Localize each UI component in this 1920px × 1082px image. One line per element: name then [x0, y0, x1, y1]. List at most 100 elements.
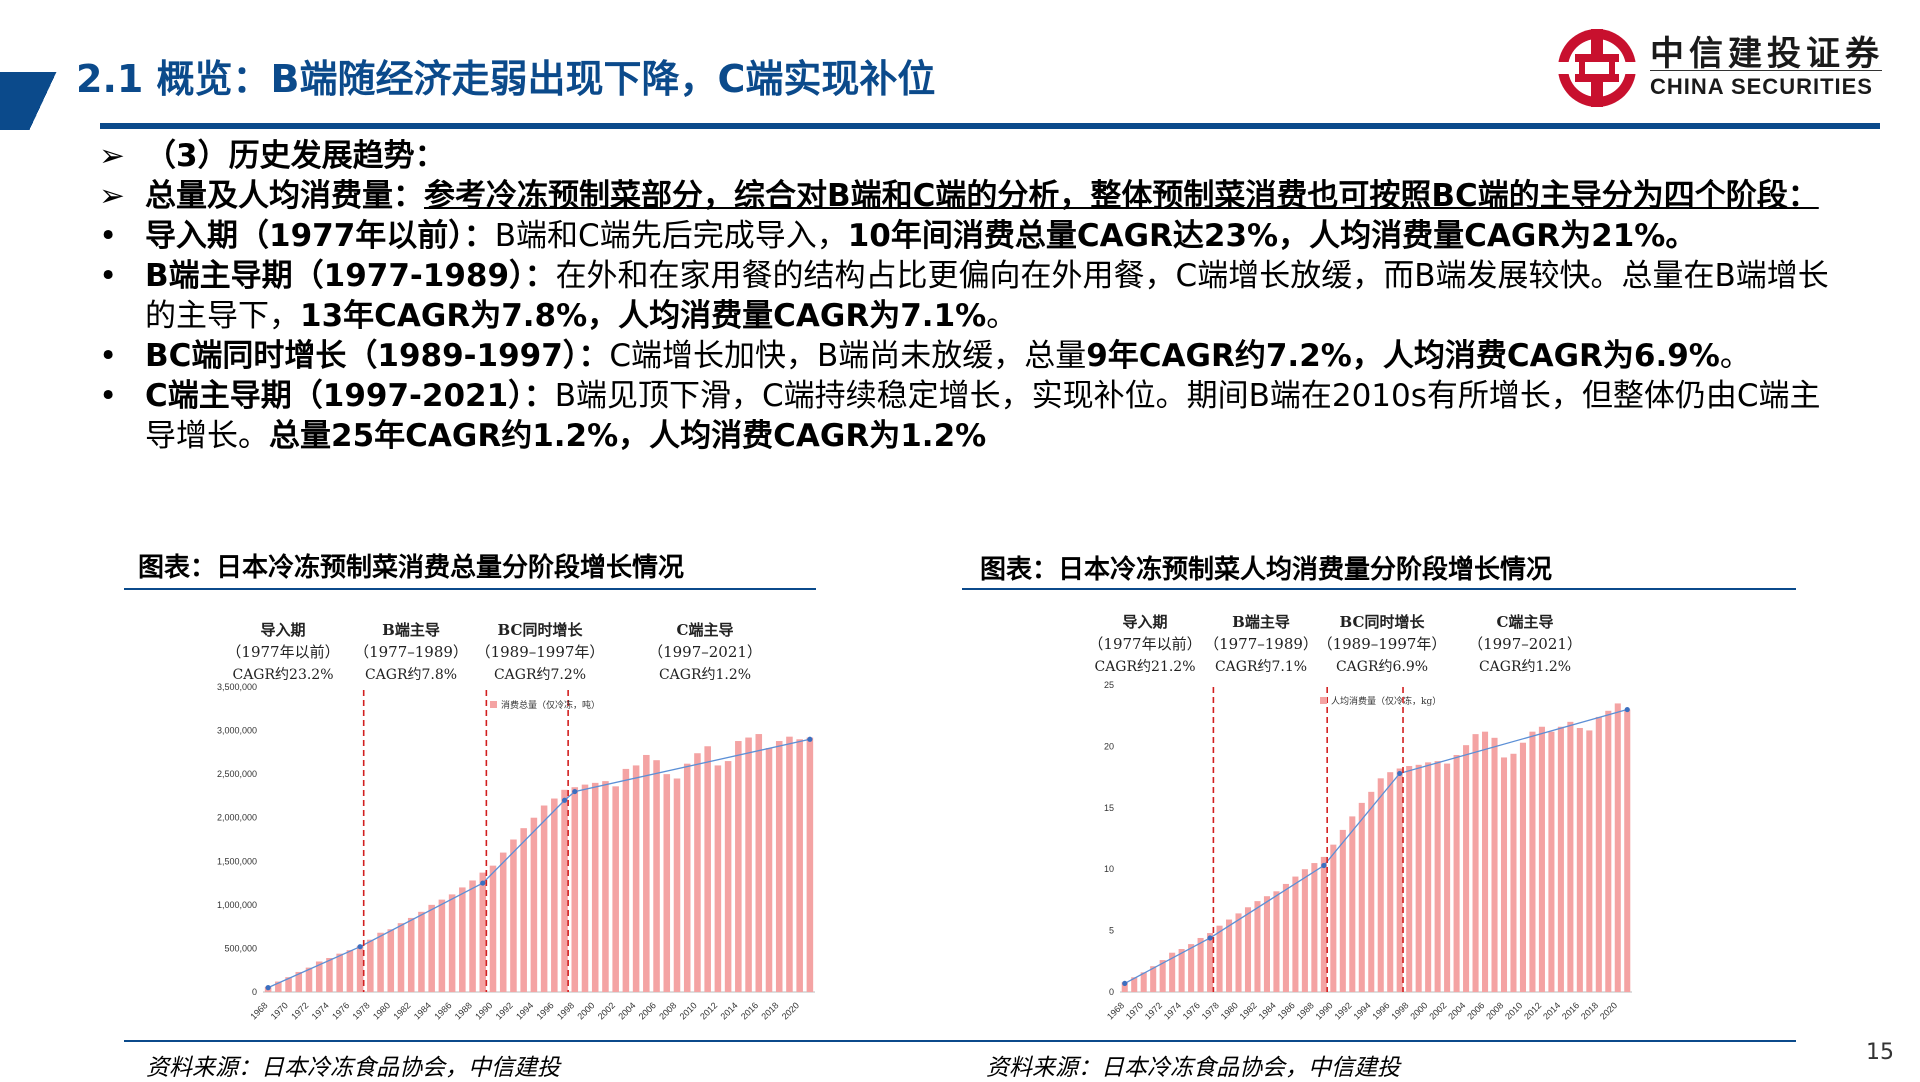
- bar: [1387, 772, 1394, 992]
- bar: [1586, 730, 1593, 992]
- stage-name: B端主导: [1232, 613, 1290, 631]
- y-tick-label: 1,500,000: [217, 856, 257, 866]
- stage-cagr: CAGR约7.1%: [1215, 659, 1307, 675]
- stage-item: • 导入期（1977年以前）：B端和C端先后完成导入，10年间消费总量CAGR达…: [95, 216, 1835, 256]
- x-tick-label: 2020: [780, 1000, 801, 1021]
- bar: [735, 741, 742, 992]
- x-tick-label: 1976: [330, 1000, 351, 1021]
- bar: [1320, 856, 1327, 992]
- bar: [1178, 949, 1185, 992]
- stage-item: • C端主导期（1997-2021）：B端见顶下滑，C端持续稳定增长，实现补位。…: [95, 376, 1835, 456]
- x-tick-label: 1978: [351, 1000, 372, 1021]
- x-tick-label: 2008: [657, 1000, 678, 1021]
- bar: [1548, 731, 1555, 992]
- y-tick-label: 25: [1104, 680, 1114, 690]
- y-tick-label: 5: [1109, 926, 1114, 936]
- bar: [377, 932, 384, 992]
- x-tick-label: 1970: [269, 1000, 290, 1021]
- stage-cagr: CAGR约23.2%: [232, 667, 333, 683]
- x-tick-label: 1976: [1181, 1000, 1202, 1021]
- stage-name: B端主导: [382, 621, 440, 639]
- bar: [459, 887, 466, 992]
- bar: [673, 778, 681, 992]
- stage-period: （1977–1989）: [1204, 635, 1318, 653]
- x-tick-label: 1986: [432, 1000, 453, 1021]
- bar: [346, 950, 354, 992]
- bar: [1605, 710, 1612, 992]
- bar: [407, 917, 415, 992]
- x-tick-label: 1972: [289, 1000, 310, 1021]
- x-tick-label: 1988: [453, 1000, 474, 1021]
- bar: [612, 786, 619, 992]
- x-tick-label: 2002: [1427, 1000, 1448, 1021]
- y-tick-label: 1,000,000: [217, 900, 257, 910]
- bar: [1349, 816, 1356, 992]
- x-tick-label: 1994: [514, 1000, 535, 1021]
- trend-point: [1122, 980, 1128, 987]
- x-tick-label: 2010: [678, 1000, 699, 1021]
- content-body: ➢ （3）历史发展趋势： ➢ 总量及人均消费量：参考冷冻预制菜部分，综合对B端和…: [95, 136, 1835, 456]
- bar: [438, 899, 446, 992]
- y-tick-label: 500,000: [224, 943, 257, 953]
- bar: [1207, 933, 1214, 992]
- legend-swatch: [1320, 697, 1327, 704]
- legend-label: 消费总量（仅冷冻，吨）: [501, 699, 600, 711]
- trend-point: [1397, 770, 1403, 777]
- bar: [1500, 757, 1508, 992]
- bar: [1263, 896, 1270, 992]
- x-tick-label: 1972: [1143, 1000, 1164, 1021]
- bar: [367, 939, 374, 992]
- x-tick-label: 1998: [1389, 1000, 1410, 1021]
- bar: [356, 945, 364, 992]
- stage-cagr: CAGR约21.2%: [1094, 659, 1195, 675]
- stage-sep: ：: [463, 218, 495, 254]
- stage-name: BC同时增长: [498, 621, 584, 639]
- x-tick-label: 2006: [1465, 1000, 1486, 1021]
- bar: [1131, 977, 1138, 992]
- page-title: 2.1 概览：B端随经济走弱出现下降，C端实现补位: [76, 57, 936, 101]
- footer-rule: [124, 1040, 1796, 1042]
- stage-name: 导入期: [1122, 613, 1167, 631]
- bar: [683, 763, 691, 992]
- right-chart-source: 资料来源：日本冷冻食品协会，中信建投: [986, 1055, 1400, 1081]
- bar: [602, 781, 609, 992]
- bar: [520, 828, 527, 992]
- bar: [1482, 731, 1489, 992]
- stage-period: （1977年以前）: [1088, 635, 1201, 653]
- bar: [591, 782, 599, 992]
- x-tick-label: 2006: [637, 1000, 658, 1021]
- bar: [1614, 703, 1621, 992]
- left-chart-source: 资料来源：日本冷冻食品协会，中信建投: [146, 1055, 560, 1081]
- bar: [489, 865, 497, 992]
- stage-head: 导入期（1977年以前）: [145, 218, 464, 254]
- dot-bullet-icon: •: [99, 218, 118, 254]
- bar: [1406, 766, 1413, 992]
- trend-point: [807, 736, 813, 742]
- stage-tail: 。: [986, 298, 1018, 334]
- x-tick-label: 1982: [391, 1000, 412, 1021]
- y-tick-label: 0: [252, 987, 257, 997]
- logo-english-name: CHINA SECURITIES: [1650, 74, 1873, 99]
- bar: [315, 961, 323, 992]
- x-tick-label: 2020: [1598, 1000, 1619, 1021]
- x-tick-label: 2014: [1541, 1000, 1562, 1021]
- bar: [499, 852, 507, 992]
- y-tick-label: 10: [1104, 864, 1114, 874]
- company-logo: 中信建投证券 CHINA SECURITIES: [1555, 22, 1885, 114]
- bar: [1434, 761, 1441, 992]
- bar: [1472, 734, 1479, 992]
- trend-line: [267, 738, 811, 989]
- x-tick-label: 2008: [1484, 1000, 1505, 1021]
- bar: [1576, 727, 1583, 992]
- bar: [1415, 764, 1422, 992]
- trend-point: [572, 788, 578, 795]
- stage-highlight: 总量25年CAGR约1.2%，人均消费CAGR为1.2%: [269, 418, 987, 454]
- bar: [469, 880, 476, 992]
- bar: [295, 971, 303, 992]
- bar: [387, 929, 395, 992]
- bar: [663, 774, 671, 992]
- bar: [1529, 731, 1536, 992]
- x-tick-label: 2016: [739, 1000, 760, 1021]
- bar: [571, 787, 579, 992]
- bar: [540, 805, 548, 992]
